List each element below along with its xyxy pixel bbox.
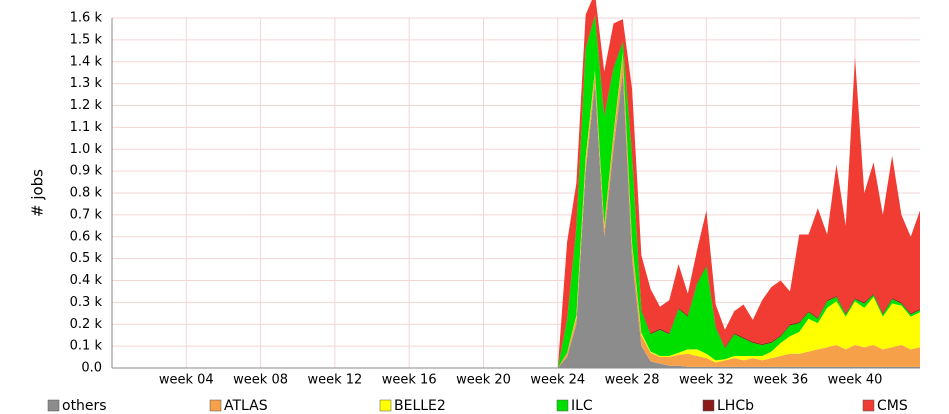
legend-swatch <box>47 399 60 412</box>
x-tick-label: week 32 <box>679 373 734 388</box>
y-tick-label: 0.3 k <box>70 295 103 310</box>
y-tick-label: 1.4 k <box>70 54 103 69</box>
y-tick-label: 1.5 k <box>70 32 103 47</box>
x-tick-label: week 08 <box>233 373 288 388</box>
y-tick-label: 1.1 k <box>70 120 103 135</box>
y-tick-label: 1.0 k <box>70 142 103 157</box>
y-tick-label: 0.5 k <box>70 251 103 266</box>
x-tick-label: week 12 <box>307 373 362 388</box>
x-tick-label: week 16 <box>382 373 437 388</box>
area <box>112 53 920 368</box>
x-tick-label: week 28 <box>605 373 660 388</box>
y-tick-label: 1.6 k <box>70 11 103 26</box>
y-tick-label: 0.0 <box>81 361 102 376</box>
y-tick-label: 0.9 k <box>70 164 103 179</box>
y-axis-label: # jobs <box>29 169 47 217</box>
y-tick-label: 0.4 k <box>70 273 103 288</box>
legend-swatch <box>209 399 222 412</box>
x-tick-label: week 40 <box>828 373 883 388</box>
y-tick-label: 0.7 k <box>70 207 103 222</box>
legend-swatch <box>556 399 569 412</box>
legend-label: CMS <box>877 398 908 414</box>
y-tick-label: 1.2 k <box>70 98 103 113</box>
legend-swatch <box>379 399 392 412</box>
x-tick-label: week 24 <box>530 373 585 388</box>
y-tick-label: 0.1 k <box>70 339 103 354</box>
x-tick-label: week 04 <box>159 373 214 388</box>
legend-label: BELLE2 <box>394 398 446 414</box>
legend-label: others <box>62 398 107 414</box>
y-tick-label: 0.2 k <box>70 317 103 332</box>
legend-label: ATLAS <box>224 398 268 414</box>
legend-label: ILC <box>571 398 593 414</box>
legend-swatch <box>702 399 715 412</box>
x-tick-label: week 20 <box>456 373 511 388</box>
y-tick-label: 1.3 k <box>70 76 103 91</box>
legend-swatch <box>862 399 875 412</box>
x-tick-label: week 36 <box>753 373 808 388</box>
y-tick-label: 0.8 k <box>70 186 103 201</box>
y-tick-label: 0.6 k <box>70 229 103 244</box>
legend-label: LHCb <box>717 398 754 414</box>
